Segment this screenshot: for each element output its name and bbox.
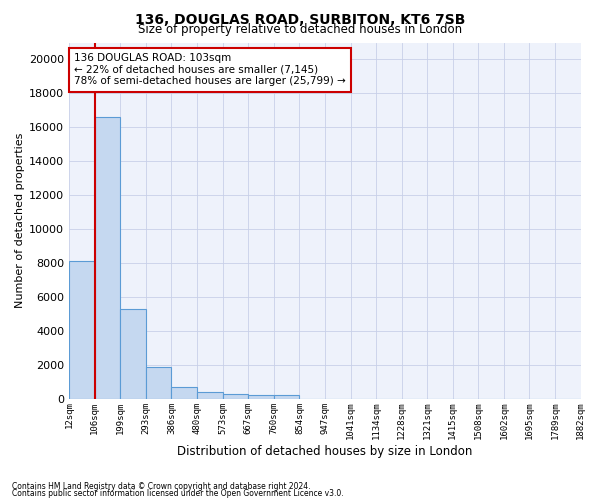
Bar xyxy=(248,395,274,398)
X-axis label: Distribution of detached houses by size in London: Distribution of detached houses by size … xyxy=(177,444,473,458)
Bar xyxy=(120,308,146,398)
Text: 136 DOUGLAS ROAD: 103sqm
← 22% of detached houses are smaller (7,145)
78% of sem: 136 DOUGLAS ROAD: 103sqm ← 22% of detach… xyxy=(74,53,346,86)
Bar xyxy=(95,117,120,398)
Bar xyxy=(274,396,299,398)
Text: Contains HM Land Registry data © Crown copyright and database right 2024.: Contains HM Land Registry data © Crown c… xyxy=(12,482,311,491)
Text: Size of property relative to detached houses in London: Size of property relative to detached ho… xyxy=(138,22,462,36)
Text: 136, DOUGLAS ROAD, SURBITON, KT6 7SB: 136, DOUGLAS ROAD, SURBITON, KT6 7SB xyxy=(135,12,465,26)
Bar xyxy=(69,261,95,398)
Text: Contains public sector information licensed under the Open Government Licence v3: Contains public sector information licen… xyxy=(12,489,344,498)
Bar xyxy=(146,367,172,398)
Bar xyxy=(172,386,197,398)
Bar xyxy=(223,394,248,398)
Bar xyxy=(197,392,223,398)
Y-axis label: Number of detached properties: Number of detached properties xyxy=(15,133,25,308)
